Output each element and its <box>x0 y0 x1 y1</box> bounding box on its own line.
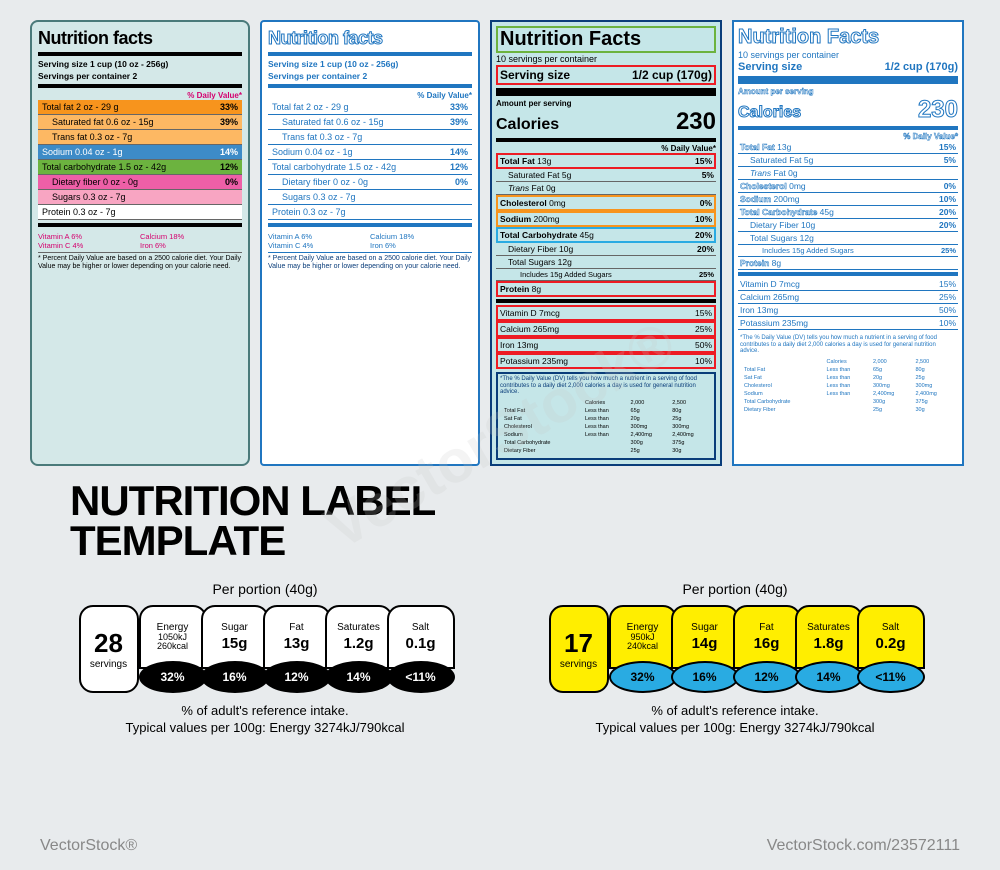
nutrient-row: Cholesterol 0mg0% <box>496 195 716 211</box>
nutrient-row: Total fat 2 oz - 29 g33% <box>38 100 242 115</box>
traffic-pill: Energy1050kJ260kcal 32% <box>139 605 207 693</box>
nutrient-row: Trans fat 0.3 oz - 7g <box>38 130 242 145</box>
nutrient-row: Trans Fat 0g <box>496 182 716 195</box>
nutrient-row: Total Carbohydrate 45g20% <box>496 227 716 243</box>
nutrient-row: Saturated Fat 5g5% <box>738 154 958 167</box>
traffic-label-bw: Per portion (40g) 28servings Energy1050k… <box>79 581 452 737</box>
nutrient-row: Dietary fiber 0 oz - 0g0% <box>268 175 472 190</box>
nutrient-row: Total Sugars 12g <box>496 256 716 269</box>
nutrient-row: Sodium 0.04 oz - 1g14% <box>38 145 242 160</box>
nutrition-label-fda-color: Nutrition Facts 10 servings per containe… <box>490 20 722 466</box>
vitamin-row: Iron 13mg50% <box>738 304 958 317</box>
traffic-pill: Sugar14g 16% <box>671 605 739 693</box>
nutrient-row: Includes 15g Added Sugars25% <box>496 269 716 281</box>
vitamin-row: Calcium 265mg25% <box>496 321 716 337</box>
main-title: NUTRITION LABEL TEMPLATE <box>70 481 970 561</box>
vitamin-row: Iron 13mg50% <box>496 337 716 353</box>
nutrient-row: Protein 0.3 oz - 7g <box>268 205 472 220</box>
watermark-logo: VectorStock® <box>40 837 137 855</box>
label-title: Nutrition Facts <box>738 26 958 49</box>
traffic-pill: Salt0.2g <11% <box>857 605 925 693</box>
nutrient-row: Saturated fat 0.6 oz - 15g39% <box>268 115 472 130</box>
nutrient-row: Total Carbohydrate 45g20% <box>738 206 958 219</box>
nutrient-row: Saturated Fat 5g5% <box>496 169 716 182</box>
nutrient-row: Dietary Fiber 10g20% <box>496 243 716 256</box>
nutrient-row: Total carbohydrate 1.5 oz - 42g12% <box>38 160 242 175</box>
nutrient-row: Total fat 2 oz - 29 g33% <box>268 100 472 115</box>
nutrient-row: Sugars 0.3 oz - 7g <box>268 190 472 205</box>
top-labels-row: Nutrition facts Serving size 1 cup (10 o… <box>30 20 970 466</box>
vitamin-row: Potassium 235mg10% <box>496 353 716 369</box>
vitamin-row: Vitamin D 7mcg15% <box>496 305 716 321</box>
vitamin-row: Calcium 265mg25% <box>738 291 958 304</box>
traffic-pill: Fat16g 12% <box>733 605 801 693</box>
traffic-pill: Saturates1.8g 14% <box>795 605 863 693</box>
nutrient-row: Protein 8g <box>738 257 958 270</box>
nutrient-row: Saturated fat 0.6 oz - 15g39% <box>38 115 242 130</box>
nutrient-row: Cholesterol 0mg0% <box>738 180 958 193</box>
nutrient-row: Total Sugars 12g <box>738 232 958 245</box>
nutrient-row: Sodium 0.04 oz - 1g14% <box>268 145 472 160</box>
traffic-pill: Fat13g 12% <box>263 605 331 693</box>
label-title: Nutrition Facts <box>496 26 716 53</box>
nutrient-row: Sugars 0.3 oz - 7g <box>38 190 242 205</box>
nutrition-label-old-color: Nutrition facts Serving size 1 cup (10 o… <box>30 20 250 466</box>
traffic-pill: Saturates1.2g 14% <box>325 605 393 693</box>
traffic-pill: Energy950kJ240kcal 32% <box>609 605 677 693</box>
traffic-labels-row: Per portion (40g) 28servings Energy1050k… <box>30 581 970 737</box>
traffic-pill: Sugar15g 16% <box>201 605 269 693</box>
nutrient-row: Trans fat 0.3 oz - 7g <box>268 130 472 145</box>
nutrient-row: Total Fat 13g15% <box>496 153 716 169</box>
vitamin-row: Potassium 235mg10% <box>738 317 958 330</box>
vitamin-row: Vitamin D 7mcg15% <box>738 278 958 291</box>
nutrient-row: Includes 15g Added Sugars25% <box>738 245 958 257</box>
traffic-label-color: Per portion (40g) 17servings Energy950kJ… <box>549 581 922 737</box>
nutrition-label-fda-outline: Nutrition Facts 10 servings per containe… <box>732 20 964 466</box>
nutrition-label-old-outline: Nutrition facts Serving size 1 cup (10 o… <box>260 20 480 466</box>
nutrient-row: Dietary Fiber 10g20% <box>738 219 958 232</box>
nutrient-row: Protein 8g <box>496 281 716 297</box>
nutrient-row: Dietary fiber 0 oz - 0g0% <box>38 175 242 190</box>
nutrient-row: Total carbohydrate 1.5 oz - 42g12% <box>268 160 472 175</box>
label-title: Nutrition facts <box>38 28 242 49</box>
nutrient-row: Sodium 200mg10% <box>738 193 958 206</box>
nutrient-row: Sodium 200mg10% <box>496 211 716 227</box>
nutrient-row: Trans Fat 0g <box>738 167 958 180</box>
watermark-id: VectorStock.com/23572111 <box>767 837 960 855</box>
label-title: Nutrition facts <box>268 28 472 49</box>
nutrient-row: Total Fat 13g15% <box>738 141 958 154</box>
traffic-pill: Salt0.1g <11% <box>387 605 455 693</box>
nutrient-row: Protein 0.3 oz - 7g <box>38 205 242 220</box>
